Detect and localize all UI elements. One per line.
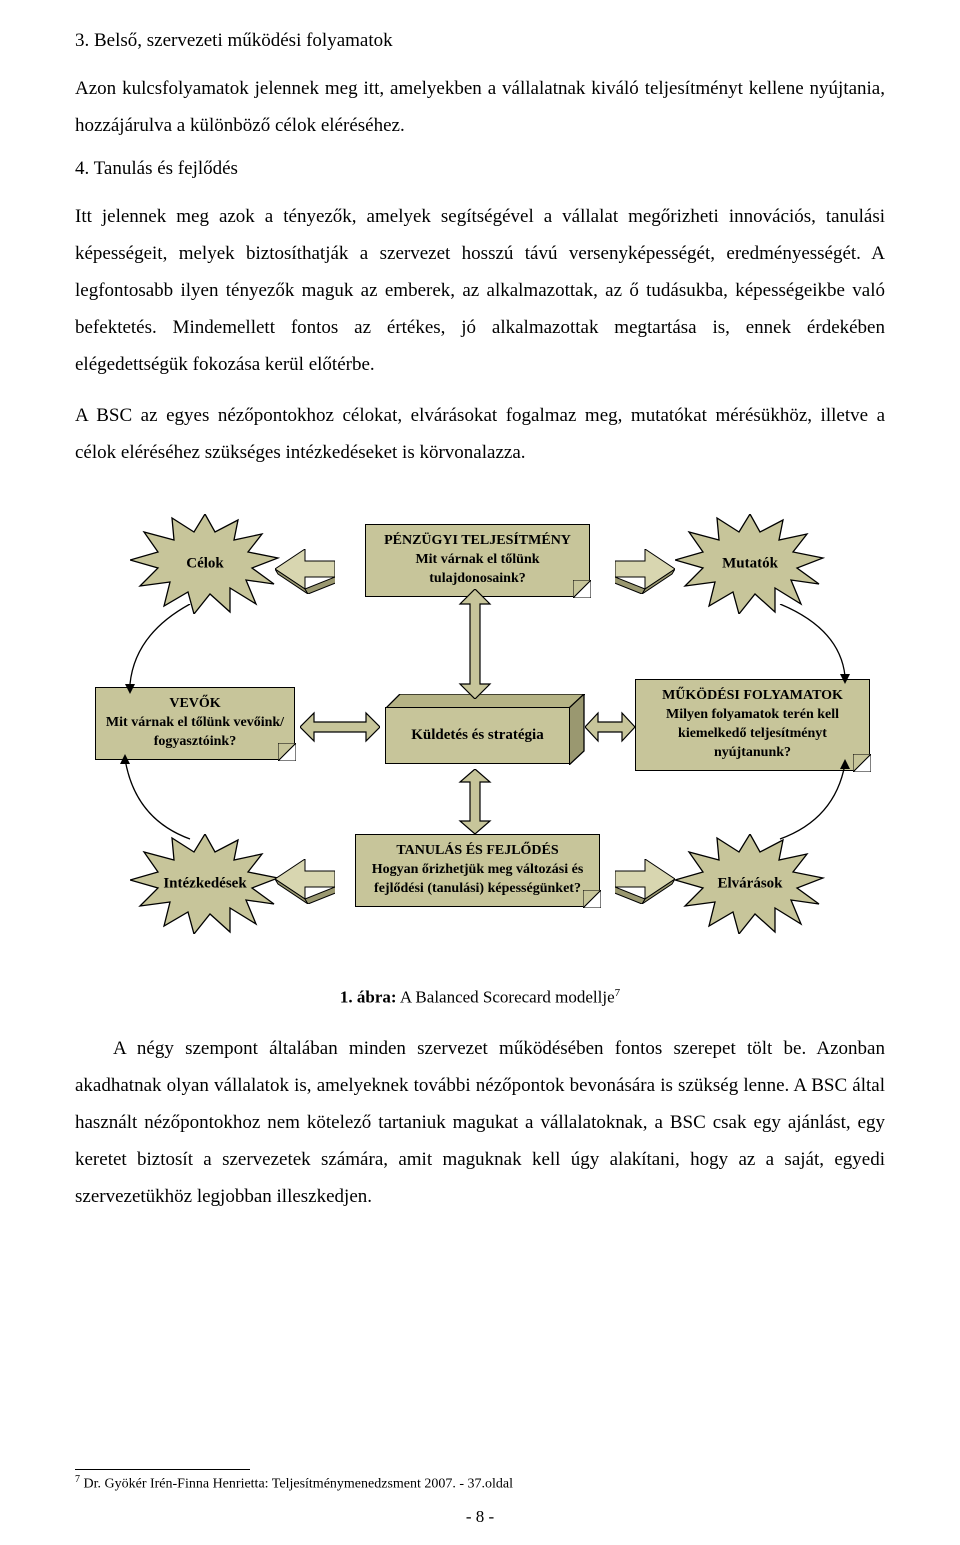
arrow-center-top bbox=[455, 589, 495, 699]
box-penzugyi-title: PÉNZÜGYI TELJESÍTMÉNY bbox=[375, 532, 580, 551]
curve-intezkedesek-left bbox=[115, 754, 195, 844]
box-penzugyi-sub: Mit várnak el tőlünk tulajdonosaink? bbox=[375, 551, 580, 589]
box-mukodesi-sub: Milyen folyamatok terén kell kiemelkedő … bbox=[645, 706, 860, 763]
starburst-celok-label: Célok bbox=[186, 556, 224, 573]
fold-corner-icon bbox=[278, 743, 296, 761]
heading-3: 3. Belső, szervezeti működési folyamatok bbox=[75, 30, 885, 52]
starburst-intezkedesek-label: Intézkedések bbox=[163, 876, 246, 893]
fold-corner-icon bbox=[853, 754, 871, 772]
box-tanulas-sub: Hogyan őrizhetjük meg változási és fejlő… bbox=[365, 861, 590, 899]
caption-sup: 7 bbox=[615, 987, 621, 999]
starburst-elvarasok: Elvárások bbox=[675, 834, 825, 934]
footnote: 7 Dr. Gyökér Irén-Finna Henrietta: Telje… bbox=[75, 1474, 513, 1493]
arrowhead-mutatok bbox=[615, 549, 675, 594]
curve-mutatok-right bbox=[775, 604, 855, 684]
starburst-mutatok-label: Mutatók bbox=[722, 556, 778, 573]
arrowhead-elvarasok bbox=[615, 859, 675, 904]
arrow-center-right bbox=[585, 707, 635, 747]
paragraph-after: A négy szempont általában minden szervez… bbox=[75, 1030, 885, 1215]
center-cube: Küldetés és stratégia bbox=[385, 694, 585, 764]
starburst-intezkedesek: Intézkedések bbox=[130, 834, 280, 934]
curve-celok-left bbox=[120, 604, 200, 694]
heading-4: 4. Tanulás és fejlődés bbox=[75, 158, 885, 180]
box-vevok: VEVŐK Mit várnak el tőlünk vevőink/ fogy… bbox=[95, 687, 295, 760]
starburst-mutatok: Mutatók bbox=[675, 514, 825, 614]
footnote-text: Dr. Gyökér Irén-Finna Henrietta: Teljesí… bbox=[80, 1477, 513, 1492]
box-penzugyi: PÉNZÜGYI TELJESÍTMÉNY Mit várnak el tőlü… bbox=[365, 524, 590, 597]
box-tanulas: TANULÁS ÉS FEJLŐDÉS Hogyan őrizhetjük me… bbox=[355, 834, 600, 907]
page-number: - 8 - bbox=[0, 1507, 960, 1527]
starburst-elvarasok-label: Elvárások bbox=[717, 876, 782, 893]
bsc-diagram: Célok Mutatók Intézkedések Elvárások PÉN… bbox=[75, 489, 885, 969]
figure-caption: 1. ábra: A Balanced Scorecard modellje7 bbox=[75, 987, 885, 1008]
fold-corner-icon bbox=[573, 580, 591, 598]
arrow-center-left bbox=[300, 707, 380, 747]
starburst-celok: Célok bbox=[130, 514, 280, 614]
box-mukodesi: MŰKÖDÉSI FOLYAMATOK Milyen folyamatok te… bbox=[635, 679, 870, 771]
box-vevok-title: VEVŐK bbox=[105, 695, 285, 714]
arrowhead-intezkedesek bbox=[275, 859, 335, 904]
curve-elvarasok-right bbox=[775, 759, 855, 844]
box-tanulas-title: TANULÁS ÉS FEJLŐDÉS bbox=[365, 842, 590, 861]
box-vevok-sub: Mit várnak el tőlünk vevőink/ fogyasztói… bbox=[105, 714, 285, 752]
box-mukodesi-title: MŰKÖDÉSI FOLYAMATOK bbox=[645, 687, 860, 706]
fold-corner-icon bbox=[583, 890, 601, 908]
paragraph-3: Azon kulcsfolyamatok jelennek meg itt, a… bbox=[75, 70, 885, 144]
center-cube-label: Küldetés és stratégia bbox=[385, 707, 570, 764]
arrowhead-celok bbox=[275, 549, 335, 594]
caption-rest: A Balanced Scorecard modellje bbox=[397, 988, 615, 1007]
arrow-center-bottom bbox=[455, 769, 495, 834]
paragraph-4: Itt jelennek meg azok a tényezők, amelye… bbox=[75, 198, 885, 383]
footnote-separator bbox=[75, 1469, 250, 1470]
caption-bold: 1. ábra: bbox=[340, 988, 397, 1007]
paragraph-5: A BSC az egyes nézőpontokhoz célokat, el… bbox=[75, 397, 885, 471]
